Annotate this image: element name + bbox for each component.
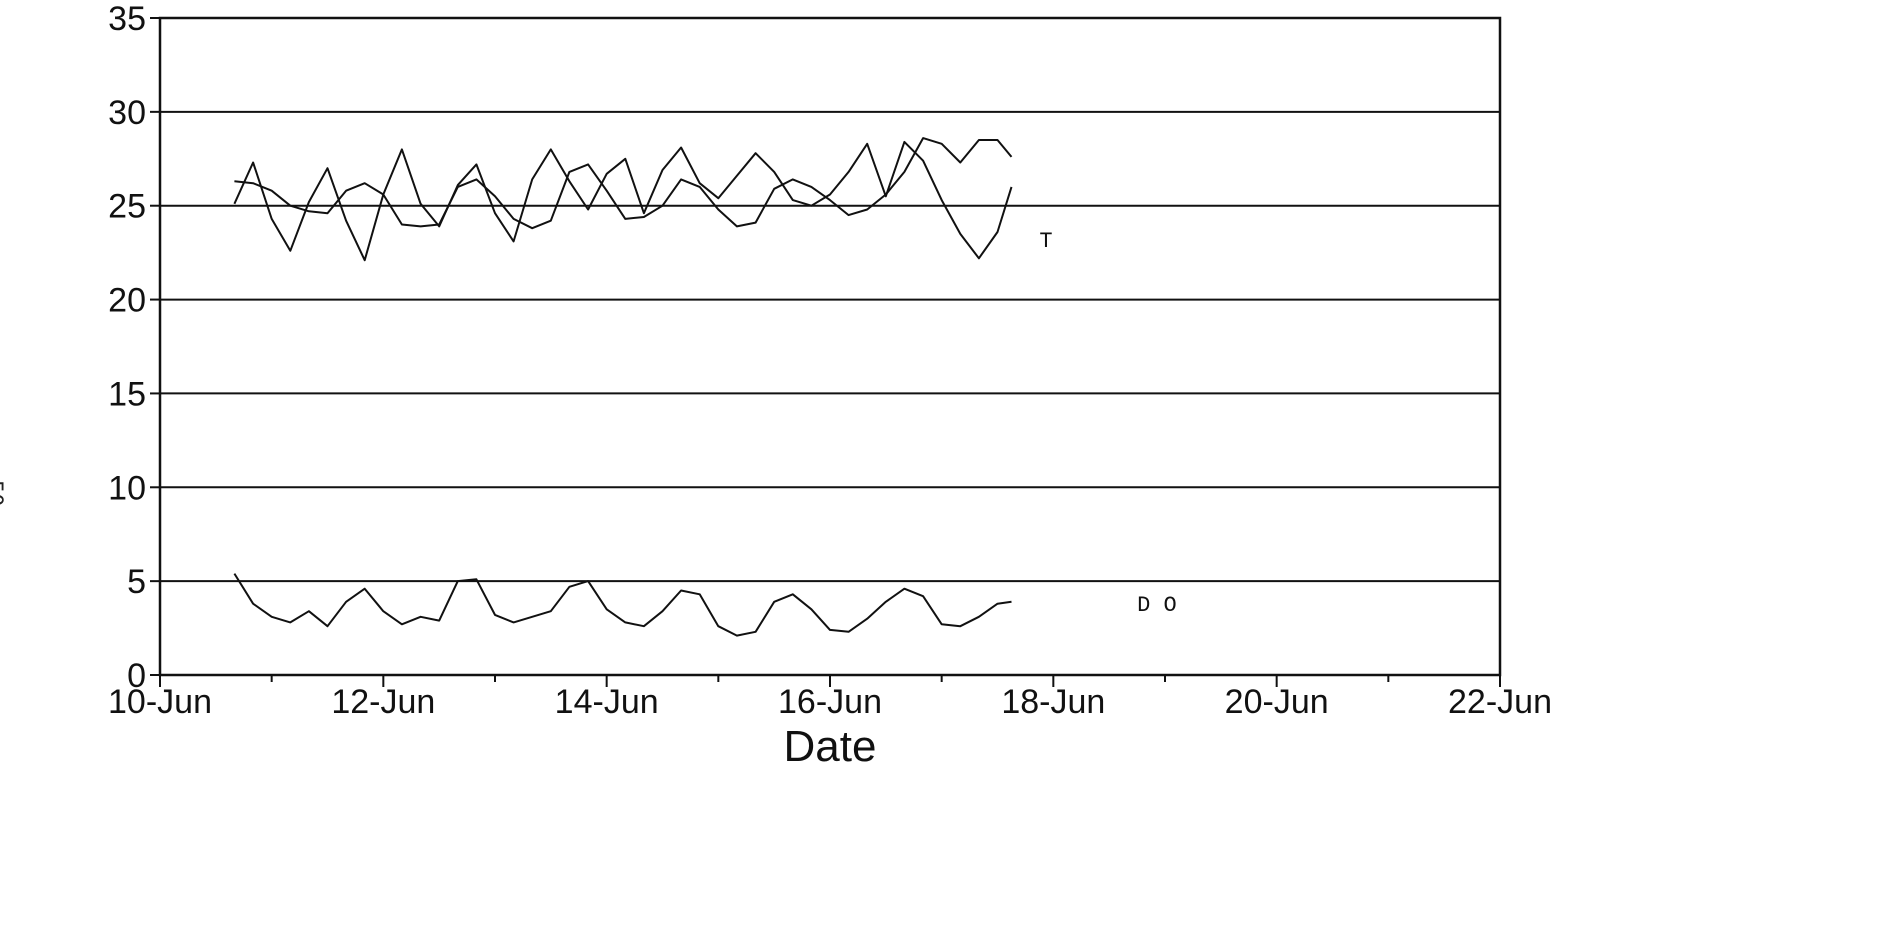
x-tick-label: 12-Jun — [331, 683, 435, 721]
plot-frame — [158, 16, 1502, 677]
series-annotation: D O — [1137, 593, 1177, 618]
y-tick-label: 35 — [108, 0, 146, 38]
series-line-t — [234, 137, 1013, 230]
series-line-temperature-2 — [233, 140, 1013, 262]
x-tick-label: 10-Jun — [108, 683, 212, 721]
y-tick-label: 30 — [108, 94, 146, 132]
y-tick-label: 20 — [108, 282, 146, 320]
y-axis-ticks: 0 5 10 15 20 25 30 35 — [108, 0, 160, 695]
x-axis-ticks: 10-Jun 12-Jun 14-Jun 16-Jun 18-Jun 20-Jun 22-J… — [108, 675, 1552, 721]
x-tick-label: 14-Jun — [555, 683, 659, 721]
y-tick-label: 25 — [108, 188, 146, 226]
series-line-do — [233, 573, 1012, 637]
gridlines — [160, 110, 1500, 583]
y-tick-label: 0 — [127, 657, 146, 695]
y-tick-label: 10 — [108, 469, 146, 507]
y-tick-label: 15 — [108, 375, 146, 413]
x-tick-label: 16-Jun — [778, 683, 882, 721]
x-tick-label: 20-Jun — [1225, 683, 1329, 721]
x-axis-title: Date — [784, 722, 877, 771]
x-tick-label: 18-Jun — [1001, 683, 1105, 721]
series-lines — [233, 137, 1013, 637]
y-tick-label: 5 — [127, 563, 146, 601]
x-tick-label: 22-Jun — [1448, 683, 1552, 721]
series-annotations: T D O — [1039, 229, 1176, 618]
series-annotation: T — [1039, 229, 1052, 254]
